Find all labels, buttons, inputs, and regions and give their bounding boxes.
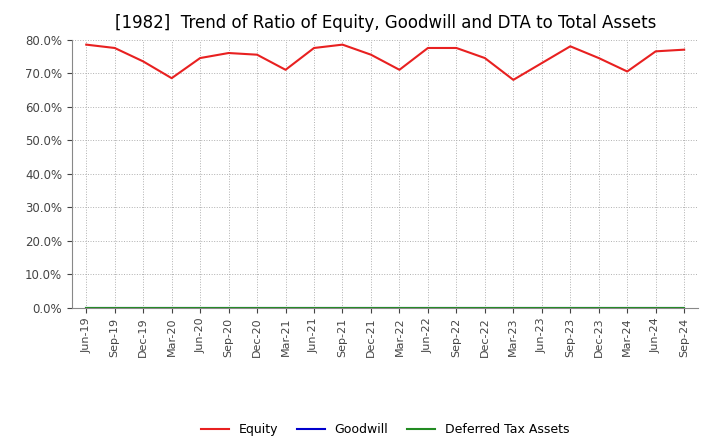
- Deferred Tax Assets: [537, 305, 546, 311]
- Equity: [566, 44, 575, 49]
- Goodwill: [366, 305, 375, 311]
- Equity: [139, 59, 148, 64]
- Goodwill: [110, 305, 119, 311]
- Equity: [480, 55, 489, 61]
- Deferred Tax Assets: [82, 305, 91, 311]
- Goodwill: [139, 305, 148, 311]
- Goodwill: [395, 305, 404, 311]
- Deferred Tax Assets: [566, 305, 575, 311]
- Equity: [395, 67, 404, 73]
- Goodwill: [423, 305, 432, 311]
- Goodwill: [167, 305, 176, 311]
- Deferred Tax Assets: [480, 305, 489, 311]
- Goodwill: [509, 305, 518, 311]
- Deferred Tax Assets: [423, 305, 432, 311]
- Deferred Tax Assets: [652, 305, 660, 311]
- Equity: [623, 69, 631, 74]
- Deferred Tax Assets: [167, 305, 176, 311]
- Goodwill: [595, 305, 603, 311]
- Goodwill: [537, 305, 546, 311]
- Goodwill: [623, 305, 631, 311]
- Deferred Tax Assets: [395, 305, 404, 311]
- Goodwill: [225, 305, 233, 311]
- Equity: [196, 55, 204, 61]
- Equity: [282, 67, 290, 73]
- Deferred Tax Assets: [595, 305, 603, 311]
- Title: [1982]  Trend of Ratio of Equity, Goodwill and DTA to Total Assets: [1982] Trend of Ratio of Equity, Goodwil…: [114, 15, 656, 33]
- Equity: [310, 45, 318, 51]
- Equity: [537, 60, 546, 66]
- Deferred Tax Assets: [310, 305, 318, 311]
- Equity: [680, 47, 688, 52]
- Equity: [652, 49, 660, 54]
- Legend: Equity, Goodwill, Deferred Tax Assets: Equity, Goodwill, Deferred Tax Assets: [197, 418, 574, 440]
- Goodwill: [196, 305, 204, 311]
- Deferred Tax Assets: [452, 305, 461, 311]
- Equity: [253, 52, 261, 57]
- Deferred Tax Assets: [623, 305, 631, 311]
- Goodwill: [253, 305, 261, 311]
- Equity: [338, 42, 347, 47]
- Equity: [110, 45, 119, 51]
- Deferred Tax Assets: [253, 305, 261, 311]
- Deferred Tax Assets: [509, 305, 518, 311]
- Goodwill: [310, 305, 318, 311]
- Equity: [225, 50, 233, 55]
- Goodwill: [82, 305, 91, 311]
- Line: Equity: Equity: [86, 44, 684, 80]
- Goodwill: [452, 305, 461, 311]
- Equity: [423, 45, 432, 51]
- Equity: [82, 42, 91, 47]
- Deferred Tax Assets: [282, 305, 290, 311]
- Deferred Tax Assets: [680, 305, 688, 311]
- Deferred Tax Assets: [110, 305, 119, 311]
- Goodwill: [480, 305, 489, 311]
- Goodwill: [282, 305, 290, 311]
- Deferred Tax Assets: [196, 305, 204, 311]
- Deferred Tax Assets: [225, 305, 233, 311]
- Goodwill: [652, 305, 660, 311]
- Equity: [452, 45, 461, 51]
- Goodwill: [680, 305, 688, 311]
- Goodwill: [566, 305, 575, 311]
- Equity: [595, 55, 603, 61]
- Deferred Tax Assets: [139, 305, 148, 311]
- Equity: [509, 77, 518, 82]
- Equity: [167, 76, 176, 81]
- Deferred Tax Assets: [366, 305, 375, 311]
- Goodwill: [338, 305, 347, 311]
- Equity: [366, 52, 375, 57]
- Deferred Tax Assets: [338, 305, 347, 311]
